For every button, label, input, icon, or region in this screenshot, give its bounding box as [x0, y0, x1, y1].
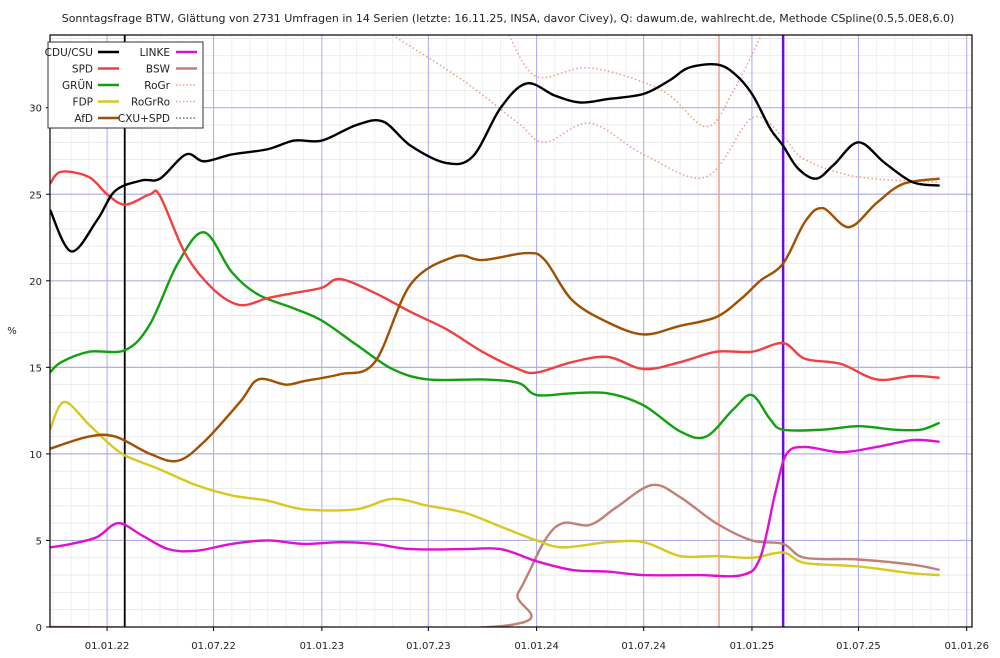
- plot-frame: [49, 34, 973, 628]
- x-tick-label: 01.07.22: [191, 641, 236, 652]
- series-line-cdu-csu: [50, 63, 940, 253]
- series-line-rogrro: [508, 35, 763, 128]
- x-tick-label: 01.01.23: [300, 641, 345, 652]
- y-tick-label: 25: [29, 190, 42, 201]
- axis-ticks: 0 5 10 15 20 25 30 01.01.22 01.07.22 01.01.23 01.0…: [29, 104, 989, 652]
- legend-label: RoGr: [144, 80, 170, 92]
- legend-label: CDU/CSU: [45, 47, 93, 59]
- series-line-rogr: [392, 35, 940, 183]
- legend-label: RoGrRo: [131, 97, 170, 109]
- y-tick-label: 10: [29, 450, 42, 461]
- series-line-fdp: [50, 400, 940, 577]
- series-line-bsw: [50, 483, 940, 627]
- series-line-spd: [50, 170, 940, 382]
- y-tick-label: 5: [36, 536, 42, 547]
- y-axis-label: %: [7, 326, 17, 337]
- series-line-gr-n: [50, 231, 941, 440]
- legend-label: AfD: [74, 113, 93, 125]
- y-tick-label: 0: [36, 623, 42, 634]
- legend-label: BSW: [146, 64, 171, 76]
- legend-label: GRÜN: [62, 79, 93, 92]
- grid: [50, 35, 972, 627]
- legend: CDU/CSU SPD GRÜN FDP AfD LINKE BSW RoGr RoGrRo CX…: [45, 41, 204, 129]
- event-markers: [123, 35, 785, 627]
- x-tick-label: 01.01.26: [944, 641, 989, 652]
- y-tick-label: 30: [29, 104, 42, 115]
- x-tick-label: 01.07.24: [621, 641, 666, 652]
- y-tick-label: 15: [29, 363, 42, 374]
- chart-title: Sonntagsfrage BTW, Glättung von 2731 Umf…: [62, 12, 955, 25]
- x-tick-label: 01.07.23: [406, 641, 451, 652]
- series-line-linke: [50, 438, 940, 578]
- legend-label: FDP: [73, 97, 93, 109]
- series-line-afd: [50, 177, 940, 463]
- legend-label: CXU+SPD: [118, 113, 170, 125]
- x-tick-label: 01.01.24: [514, 641, 559, 652]
- legend-label: LINKE: [140, 47, 170, 59]
- x-tick-label: 01.01.25: [730, 641, 775, 652]
- series-lines: [50, 35, 941, 627]
- y-tick-label: 20: [29, 277, 42, 288]
- x-tick-label: 01.01.22: [85, 641, 130, 652]
- x-tick-label: 01.07.25: [836, 641, 881, 652]
- legend-label: SPD: [72, 64, 93, 76]
